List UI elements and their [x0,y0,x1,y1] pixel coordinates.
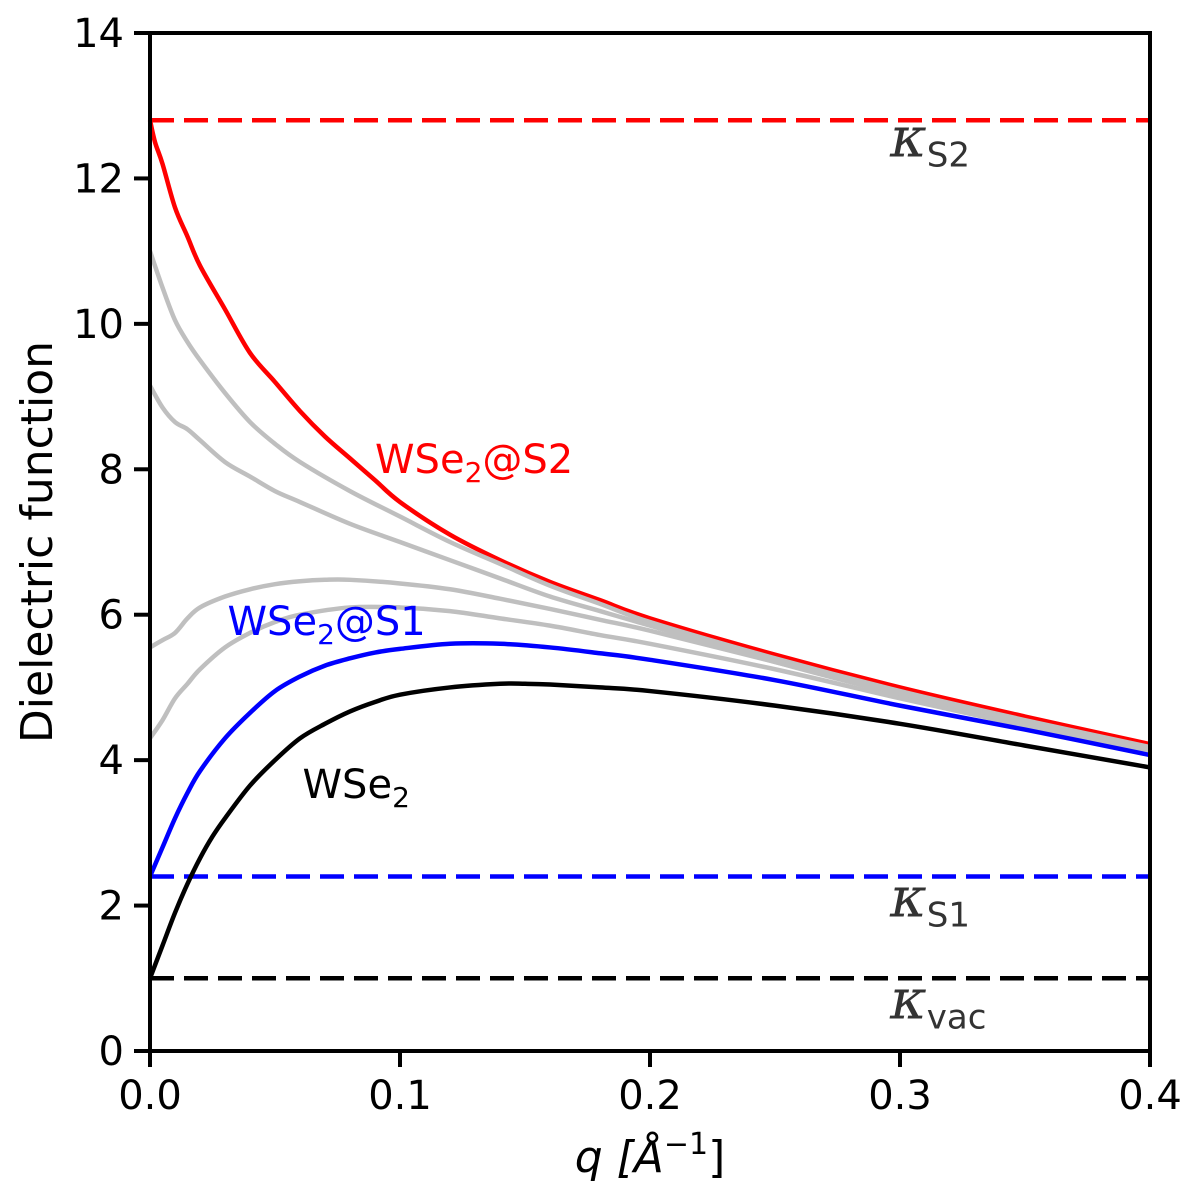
kappa-s1-label: κS1 [889,865,970,935]
label-wse2-base: WSe [303,762,393,808]
label-wse2: WSe2 [303,762,410,814]
label-wse2-s1: WSe2@S1 [228,599,426,651]
y-tick-label: 6 [99,593,124,639]
kappa-s1-symbol: κ [889,865,927,930]
y-tick-label: 14 [73,11,124,57]
series-line-intermediate-1 [147,250,1151,750]
kappa-s2-symbol: κ [889,106,927,171]
kappa-vac-symbol: κ [889,967,927,1032]
label-wse2-s2-tail: @S2 [482,437,573,483]
kappa-s2-subscript: S2 [927,136,970,176]
x-axis-label-unit: Å [631,1130,664,1183]
kappa-s2-label: κS2 [889,106,970,176]
label-wse2-s2: WSe2@S2 [375,437,573,489]
series-line-wse2 [147,681,1151,980]
series-lines [147,119,1151,980]
y-tick-label: 2 [99,884,124,930]
x-axis-label: q [Å−1] [575,1127,726,1183]
x-axis-label-exp: −1 [664,1127,708,1162]
label-wse2-s1-subscript: 2 [317,618,335,651]
y-tick-label: 8 [99,447,124,493]
label-wse2-subscript: 2 [392,781,410,814]
reference-lines [150,118,1150,981]
x-tick-label: 0.2 [618,1073,682,1119]
kappa-s1-subscript: S1 [927,895,970,935]
y-axis-ticks: 0 2 4 6 8 10 12 14 [73,11,150,1075]
kappa-vac-subscript: vac [927,997,987,1037]
label-wse2-s1-base: WSe [228,599,318,645]
x-tick-label: 0.0 [118,1073,182,1119]
label-wse2-s1-tail: @S1 [335,599,426,645]
y-tick-label: 12 [73,156,124,202]
kappa-vac-label: κvac [889,967,986,1037]
series-line-intermediate-3 [148,577,1151,752]
x-tick-label: 0.3 [868,1073,932,1119]
series-line-intermediate-2 [148,384,1151,752]
label-wse2-s2-subscript: 2 [465,456,483,489]
x-tick-label: 0.1 [368,1073,432,1119]
x-axis-ticks: 0.0 0.1 0.2 0.3 0.4 [118,1051,1182,1119]
plot-frame [148,31,1152,1053]
x-axis-label-prefix: q [ [575,1132,636,1183]
series-line-intermediate-4 [148,604,1151,754]
series-line-wse2-s1 [147,641,1151,878]
y-axis-label: Dielectric function [12,341,63,743]
x-tick-label: 0.4 [1118,1073,1182,1119]
y-tick-label: 0 [99,1029,124,1075]
series-line-wse2-s2 [147,119,1151,747]
label-wse2-s2-base: WSe [375,437,465,483]
y-tick-label: 10 [73,302,124,348]
y-tick-label: 4 [99,738,124,784]
x-axis-label-suffix: ] [708,1132,725,1183]
